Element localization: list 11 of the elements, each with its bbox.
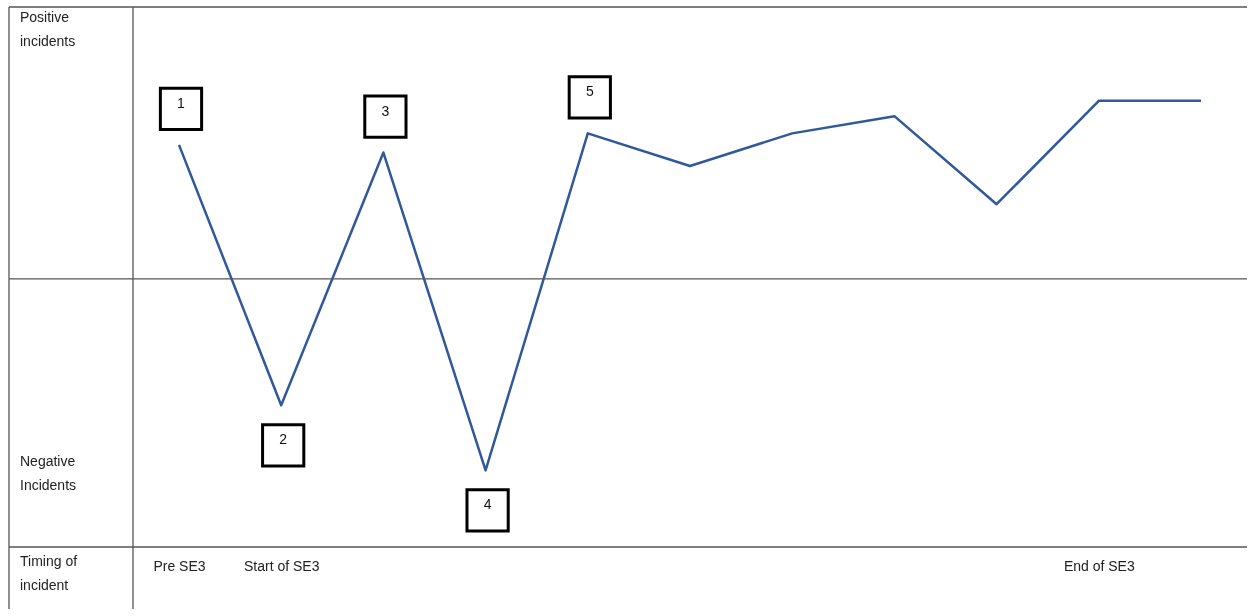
text: Positive incidents (20, 9, 76, 49)
x-tick-label: Pre SE3 (153, 557, 206, 574)
annotation: 3 (381, 102, 390, 119)
annotation: 4 (483, 496, 492, 513)
x-tick-label: Start of SE3 (243, 557, 320, 574)
annotation: 5 (585, 83, 594, 100)
text: Negative Incidents (20, 453, 77, 493)
annotation: 2 (279, 431, 288, 448)
annotation: 1 (177, 94, 186, 111)
x-tick-label: End of SE3 (1063, 557, 1135, 574)
x-axis-title: Timing of incident (20, 553, 78, 593)
